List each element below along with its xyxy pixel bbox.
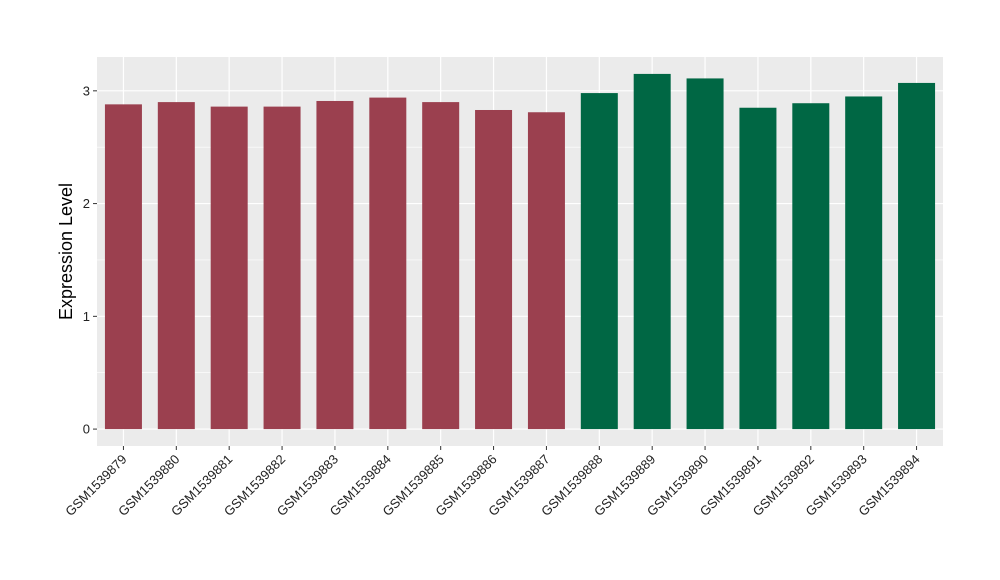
bar-GSM1539888 xyxy=(580,93,618,430)
bar-GSM1539894 xyxy=(898,82,936,430)
bar-GSM1539893 xyxy=(845,96,883,430)
bar-GSM1539884 xyxy=(369,97,407,430)
bar-GSM1539892 xyxy=(792,103,830,430)
y-tick-label: 1 xyxy=(83,309,90,324)
bar-GSM1539881 xyxy=(210,106,248,430)
bar-GSM1539890 xyxy=(686,78,724,430)
bar-GSM1539879 xyxy=(104,104,142,430)
y-tick-label: 3 xyxy=(83,83,90,98)
y-tick-label: 0 xyxy=(83,422,90,437)
y-tick-label: 2 xyxy=(83,196,90,211)
bar-GSM1539887 xyxy=(527,112,565,430)
bar-GSM1539889 xyxy=(633,73,671,430)
y-axis-title: Expression Level xyxy=(56,183,76,320)
bar-GSM1539891 xyxy=(739,107,777,430)
bars xyxy=(104,73,936,430)
bar-GSM1539885 xyxy=(422,102,460,430)
bar-GSM1539883 xyxy=(316,100,354,430)
bar-GSM1539886 xyxy=(475,109,513,430)
bar-GSM1539880 xyxy=(157,102,195,430)
bar-GSM1539882 xyxy=(263,106,301,430)
